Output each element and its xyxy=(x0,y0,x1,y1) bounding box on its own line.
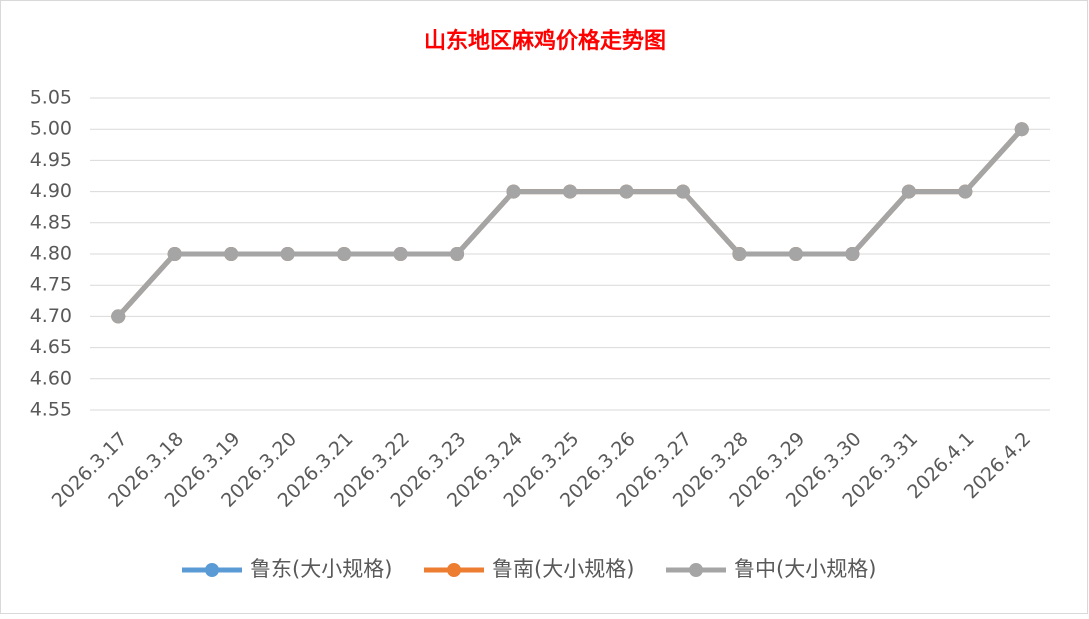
y-tick-label: 4.80 xyxy=(30,243,72,265)
y-tick-label: 5.00 xyxy=(30,118,72,140)
legend-label: 鲁东(大小规格) xyxy=(250,557,392,581)
data-point xyxy=(450,247,465,261)
data-point xyxy=(958,184,973,199)
data-point xyxy=(393,247,408,261)
y-tick-label: 4.60 xyxy=(30,367,72,389)
data-point xyxy=(280,247,295,261)
y-tick-label: 4.85 xyxy=(30,211,72,233)
data-point xyxy=(337,247,352,261)
y-tick-label: 4.70 xyxy=(30,305,72,327)
y-tick-label: 4.90 xyxy=(30,180,72,202)
legend-label: 鲁中(大小规格) xyxy=(734,557,876,581)
data-point xyxy=(111,309,126,324)
data-point xyxy=(732,247,747,261)
data-point xyxy=(788,247,803,261)
y-tick-label: 5.05 xyxy=(30,87,72,109)
legend-label: 鲁南(大小规格) xyxy=(492,557,634,581)
y-tick-label: 4.75 xyxy=(30,274,72,296)
y-tick-label: 4.65 xyxy=(30,336,72,358)
data-point xyxy=(167,247,182,261)
data-point xyxy=(224,247,239,261)
data-point xyxy=(845,247,860,261)
data-point xyxy=(506,184,521,199)
data-point xyxy=(901,184,916,199)
chart-title: 山东地区麻鸡价格走势图 xyxy=(424,28,666,54)
legend-marker xyxy=(689,563,703,577)
legend-marker xyxy=(205,563,219,577)
data-point xyxy=(675,184,690,199)
data-point xyxy=(1014,122,1029,137)
data-point xyxy=(563,184,577,199)
legend-marker xyxy=(447,563,461,577)
y-tick-label: 4.55 xyxy=(30,399,72,421)
y-tick-label: 4.95 xyxy=(30,149,72,171)
data-point xyxy=(619,184,634,199)
